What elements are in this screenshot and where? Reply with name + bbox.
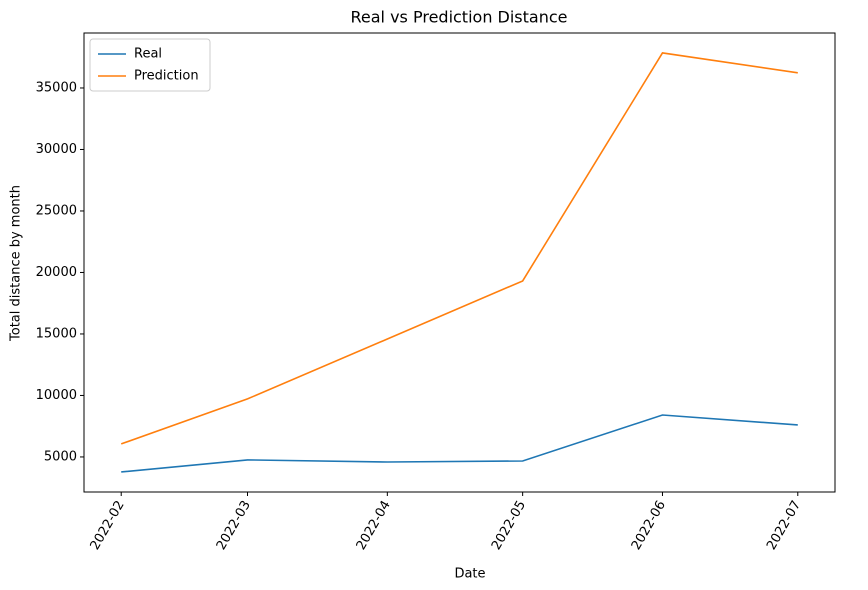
y-tick-label: 15000 bbox=[36, 326, 77, 341]
legend-label: Real bbox=[134, 47, 162, 62]
x-tick-label: 2022-04 bbox=[354, 498, 394, 553]
y-tick-label: 5000 bbox=[44, 449, 77, 464]
y-axis-label: Total distance by month bbox=[9, 185, 24, 342]
chart-title: Real vs Prediction Distance bbox=[351, 8, 568, 27]
plot-frame bbox=[83, 32, 836, 493]
x-tick-label: 2022-06 bbox=[629, 498, 669, 553]
y-tick-label: 30000 bbox=[36, 142, 77, 157]
line bbox=[120, 52, 798, 445]
x-tick-label: 2022-07 bbox=[764, 498, 804, 553]
line bbox=[121, 414, 798, 473]
y-tick-label: 10000 bbox=[36, 388, 77, 403]
y-tick-label: 20000 bbox=[36, 265, 77, 280]
y-tick-label: 35000 bbox=[36, 80, 77, 95]
legend-box bbox=[89, 38, 211, 92]
x-axis-label: Date bbox=[454, 567, 485, 582]
legend-label: Prediction bbox=[134, 69, 199, 84]
y-tick-label: 25000 bbox=[36, 203, 77, 218]
x-tick-label: 2022-02 bbox=[88, 498, 128, 553]
x-tick-label: 2022-03 bbox=[214, 498, 254, 553]
x-tick-label: 2022-05 bbox=[489, 498, 529, 553]
